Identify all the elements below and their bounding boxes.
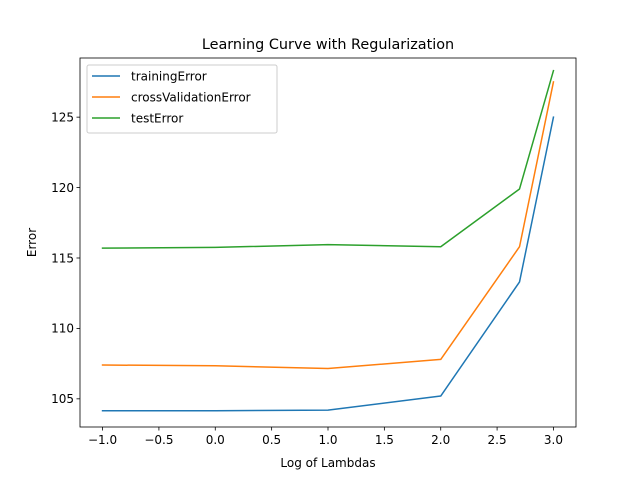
y-axis-label: Error (25, 228, 39, 257)
y-tick-label: 105 (51, 392, 74, 406)
y-axis-ticks: 105 110 115 120 125 (51, 110, 80, 406)
x-tick-label: 0.0 (206, 433, 225, 447)
legend-label-testError: testError (131, 111, 183, 125)
series-lines (101, 69, 555, 412)
x-tick-label: 2.0 (431, 433, 450, 447)
x-tick-label: 2.5 (488, 433, 507, 447)
legend-label-trainingError: trainingError (131, 69, 207, 83)
series-line-trainingError (101, 116, 555, 412)
y-tick-label: 120 (51, 181, 74, 195)
x-axis-label: Log of Lambdas (280, 456, 375, 470)
legend: trainingError crossValidationError testErr… (86, 64, 278, 134)
y-tick-label: 110 (51, 322, 74, 336)
legend-label-crossValidationError: crossValidationError (131, 90, 251, 104)
chart-title: Learning Curve with Regularization (202, 37, 454, 53)
y-tick-label: 125 (51, 110, 74, 124)
x-tick-label: −0.5 (144, 433, 173, 447)
x-axis-ticks: −1.0 −0.5 0.0 0.5 1.0 1.5 2.0 2.5 3.0 (88, 427, 563, 447)
x-tick-label: 1.0 (318, 433, 337, 447)
x-tick-label: −1.0 (88, 433, 117, 447)
x-tick-label: 0.5 (262, 433, 281, 447)
y-tick-label: 115 (51, 251, 74, 265)
series-line-testError (101, 69, 555, 249)
x-tick-label: 3.0 (544, 433, 563, 447)
series-line-crossValidationError (101, 81, 555, 370)
x-tick-label: 1.5 (375, 433, 394, 447)
legend-box (86, 64, 278, 134)
